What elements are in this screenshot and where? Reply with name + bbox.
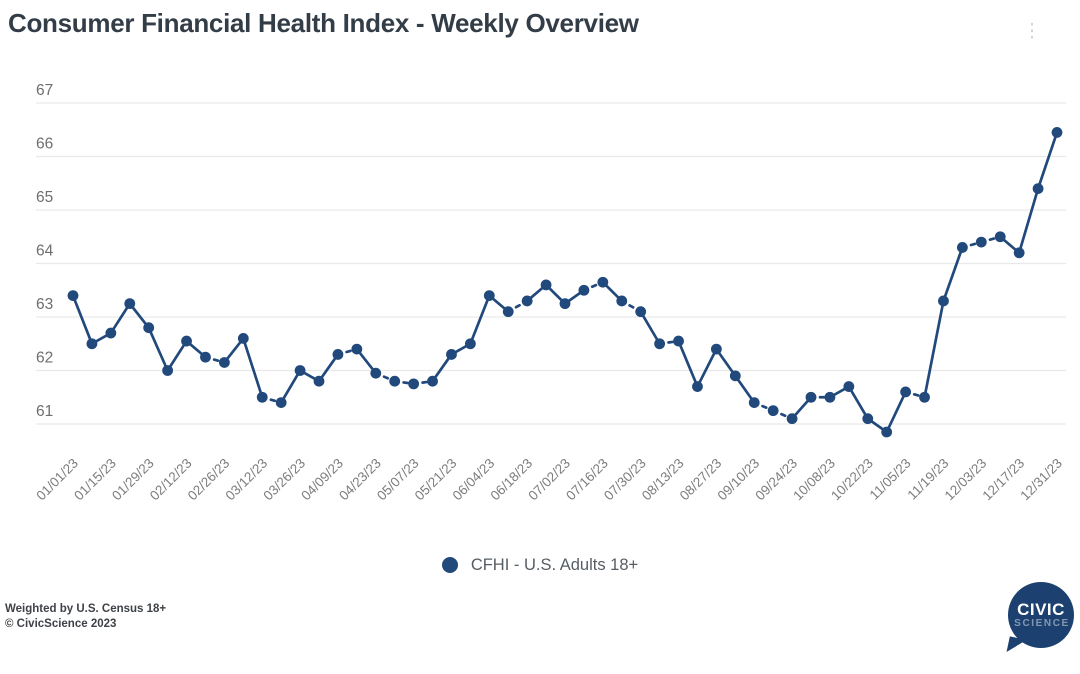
- data-point: [521, 295, 533, 307]
- data-point: [1051, 127, 1063, 138]
- data-point: [483, 290, 495, 301]
- data-point: [862, 413, 874, 425]
- data-point: [351, 343, 363, 355]
- data-point: [692, 381, 703, 392]
- data-point: [181, 335, 192, 347]
- x-tick-label: 12/31/23: [1017, 456, 1065, 504]
- line-segment: [696, 347, 718, 388]
- data-point: [540, 279, 552, 291]
- kebab-menu-icon[interactable]: ⋮: [1022, 21, 1042, 42]
- speech-bubble-icon: CIVIC SCIENCE: [1008, 582, 1074, 648]
- data-point: [86, 338, 98, 350]
- data-point: [237, 333, 249, 344]
- line-segment: [1036, 131, 1059, 190]
- chart-footer: Weighted by U.S. Census 18+ © CivicScien…: [5, 602, 166, 631]
- legend-label: CFHI - U.S. Adults 18+: [470, 555, 639, 574]
- data-point: [294, 365, 306, 376]
- data-point: [881, 426, 893, 438]
- line-segment: [639, 310, 661, 346]
- data-point: [786, 413, 798, 425]
- line-segment: [166, 339, 188, 372]
- logo-text-science: SCIENCE: [1014, 618, 1070, 629]
- line-segment: [677, 339, 699, 388]
- data-point: [275, 397, 287, 408]
- line-segment: [71, 294, 94, 346]
- y-tick-label: 65: [36, 189, 53, 206]
- data-point: [559, 298, 571, 310]
- data-point: [956, 242, 968, 253]
- data-point: [654, 338, 666, 350]
- data-point: [729, 370, 741, 382]
- data-point: [919, 391, 930, 403]
- data-point: [332, 349, 344, 360]
- line-segment: [885, 390, 907, 434]
- data-point: [616, 295, 628, 307]
- data-point: [464, 338, 476, 350]
- chart-legend: CFHI - U.S. Adults 18+: [0, 552, 1080, 578]
- line-segment: [733, 374, 756, 404]
- data-point: [824, 391, 836, 403]
- data-point: [313, 375, 325, 387]
- line-segment: [923, 299, 945, 399]
- data-point: [767, 405, 779, 417]
- data-point: [124, 298, 136, 310]
- data-point: [900, 386, 912, 398]
- line-segment: [431, 353, 453, 383]
- data-point: [67, 290, 79, 301]
- data-point: [427, 375, 438, 387]
- data-point: [408, 378, 420, 390]
- page-title: Consumer Financial Health Index - Weekly…: [8, 8, 639, 38]
- line-segment: [147, 326, 169, 372]
- footer-copyright: © CivicScience 2023: [5, 617, 117, 630]
- line-segment: [715, 347, 737, 378]
- y-tick-label: 66: [36, 136, 53, 153]
- line-segment: [469, 294, 491, 346]
- data-point: [994, 231, 1006, 243]
- data-point: [389, 375, 401, 387]
- data-point: [256, 391, 268, 403]
- legend-marker-icon: [441, 557, 458, 573]
- line-segment: [1017, 187, 1040, 255]
- line-segment: [317, 353, 340, 383]
- x-tick-label: 10/22/23: [828, 456, 876, 504]
- line-segment: [109, 302, 132, 335]
- data-point: [938, 295, 949, 307]
- data-point: [748, 397, 760, 408]
- y-tick-label: 62: [36, 350, 53, 367]
- data-point: [218, 357, 230, 368]
- y-tick-label: 67: [36, 82, 53, 99]
- data-point: [710, 343, 722, 355]
- y-tick-label: 61: [36, 403, 53, 420]
- data-point: [502, 306, 514, 318]
- data-point: [1032, 183, 1044, 195]
- data-point: [673, 335, 684, 347]
- data-point: [578, 284, 590, 296]
- data-point: [143, 322, 155, 334]
- data-point: [597, 276, 609, 288]
- data-point: [370, 367, 382, 379]
- civicscience-logo: CIVIC SCIENCE: [1000, 580, 1078, 664]
- line-segment: [241, 337, 264, 399]
- data-point: [200, 351, 211, 363]
- data-point: [105, 327, 117, 339]
- y-tick-label: 63: [36, 296, 53, 313]
- cfhi-line-chart: 6766656463626101/01/2301/15/2301/29/2302…: [33, 82, 1066, 504]
- data-point: [446, 349, 457, 360]
- line-segment: [942, 246, 964, 303]
- data-point: [975, 236, 987, 248]
- data-point: [635, 306, 647, 318]
- data-point: [843, 381, 855, 392]
- data-point: [1013, 247, 1025, 259]
- y-tick-label: 64: [36, 243, 54, 260]
- footer-weighting-note: Weighted by U.S. Census 18+: [5, 603, 167, 615]
- data-point: [162, 365, 174, 376]
- data-point: [805, 391, 817, 403]
- line-segment: [847, 385, 870, 420]
- logo-text-civic: CIVIC: [1017, 600, 1065, 619]
- line-segment: [279, 369, 302, 404]
